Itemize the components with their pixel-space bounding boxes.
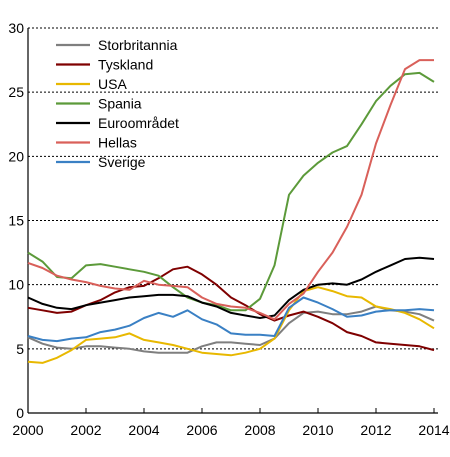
legend: Storbritannia Tyskland USA Spania Euroområde… [56,37,179,170]
y-tick-label: 20 [8,148,24,164]
y-tick-labels: 0 5 10 15 20 25 30 [8,20,24,421]
series-line-storbritannia [27,305,435,354]
y-tick-label: 0 [16,405,24,421]
legend-label: Tyskland [98,57,153,73]
series-line-sverige [27,296,435,343]
series-line-tyskland [27,265,435,352]
y-tick-label: 5 [16,341,24,357]
x-tick-label: 2010 [302,422,333,438]
legend-label: USA [98,76,127,92]
series-line-usa [27,286,435,364]
legend-label: Euroområdet [98,115,179,131]
y-tick-label: 30 [8,20,24,36]
axes [27,28,438,414]
legend-label: Sverige [98,154,146,170]
x-tick-label: 2006 [186,422,217,438]
series-line-spania [27,71,435,312]
series-lines [27,59,435,364]
x-tick-label: 2000 [12,422,43,438]
series-line-hellas [27,59,434,321]
legend-label: Storbritannia [98,37,178,53]
x-tick-label: 2012 [360,422,391,438]
y-tick-label: 25 [8,84,24,100]
series-line-euroomradet [27,256,435,319]
legend-label: Hellas [98,135,137,151]
x-tick-labels: 2000 2002 2004 2006 2008 2010 2012 2014 [12,408,450,438]
legend-label: Spania [98,96,142,112]
x-tick-label: 2014 [418,422,449,438]
x-tick-label: 2004 [128,422,159,438]
x-tick-label: 2008 [244,422,275,438]
gridlines [28,27,438,350]
x-tick-label: 2002 [70,422,101,438]
y-tick-label: 10 [8,277,24,293]
plot-frame [27,28,438,414]
y-tick-label: 15 [8,213,24,229]
